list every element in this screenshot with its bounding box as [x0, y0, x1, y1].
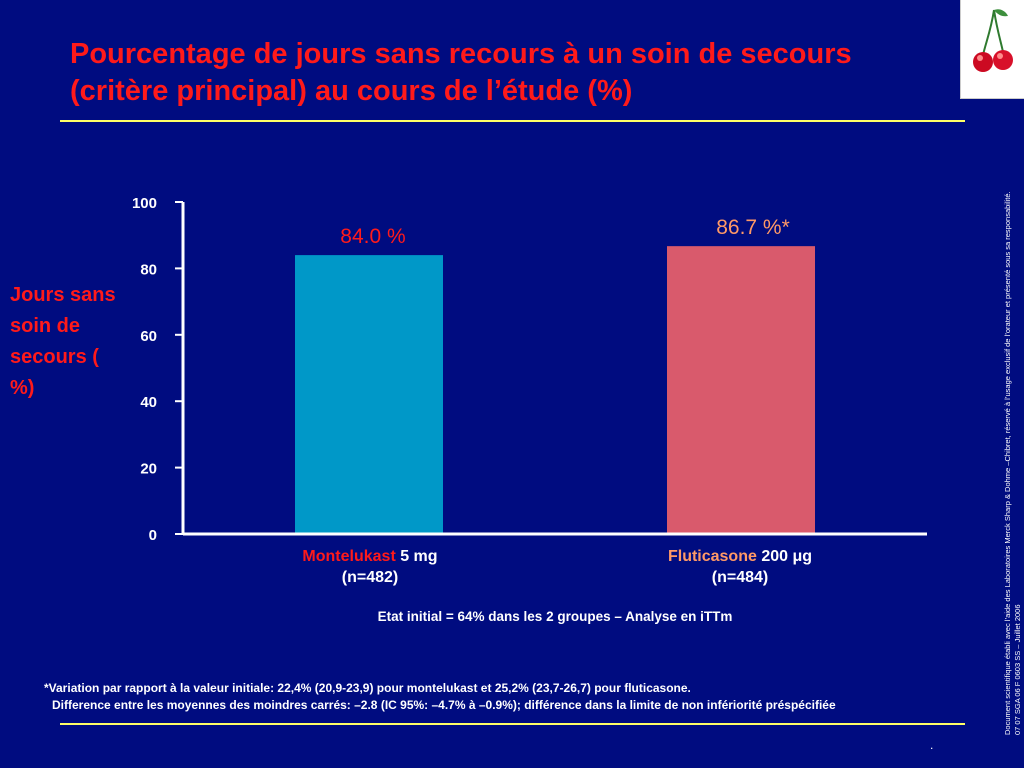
bar-data-label: 86.7 %* — [716, 216, 790, 239]
category-drug-name: Fluticasone — [667, 548, 757, 565]
y-tick-label: 40 — [140, 394, 157, 411]
category-label-montelukast: Montelukast 5 mg (n=482) — [240, 546, 500, 588]
slide-title: Pourcentage de jours sans recours à un s… — [70, 38, 852, 107]
y-tick-label: 60 — [140, 328, 157, 345]
footer-divider — [60, 723, 965, 725]
category-drug-name: Montelukast — [302, 548, 396, 565]
category-dose: 200 μg — [756, 548, 813, 565]
y-tick-label: 100 — [132, 195, 157, 212]
cherries-icon — [973, 9, 1013, 72]
baseline-note: Etat initial = 64% dans les 2 groupes – … — [377, 609, 733, 624]
y-tick-label: 0 — [149, 527, 157, 544]
footnote: *Variation par rapport à la valeur initi… — [44, 680, 984, 714]
logo-box — [960, 0, 1024, 99]
bar — [667, 246, 815, 533]
category-dose: 5 mg — [395, 548, 438, 565]
category-n: (n=482) — [341, 569, 399, 586]
y-tick-label: 80 — [140, 261, 157, 278]
bar — [295, 255, 443, 533]
footnote-line-1: *Variation par rapport à la valeur initi… — [44, 681, 691, 695]
category-n: (n=484) — [711, 569, 769, 586]
page-dot: . — [930, 738, 934, 752]
category-label-fluticasone: Fluticasone 200 μg (n=484) — [610, 546, 870, 588]
footnote-line-2: Difference entre les moyennes des moindr… — [52, 698, 836, 712]
bar-data-label: 84.0 % — [340, 225, 405, 248]
y-tick-label: 20 — [140, 461, 157, 478]
title-divider — [60, 120, 965, 122]
y-axis-label: Jours sans soin de secours ( %) — [10, 284, 116, 399]
